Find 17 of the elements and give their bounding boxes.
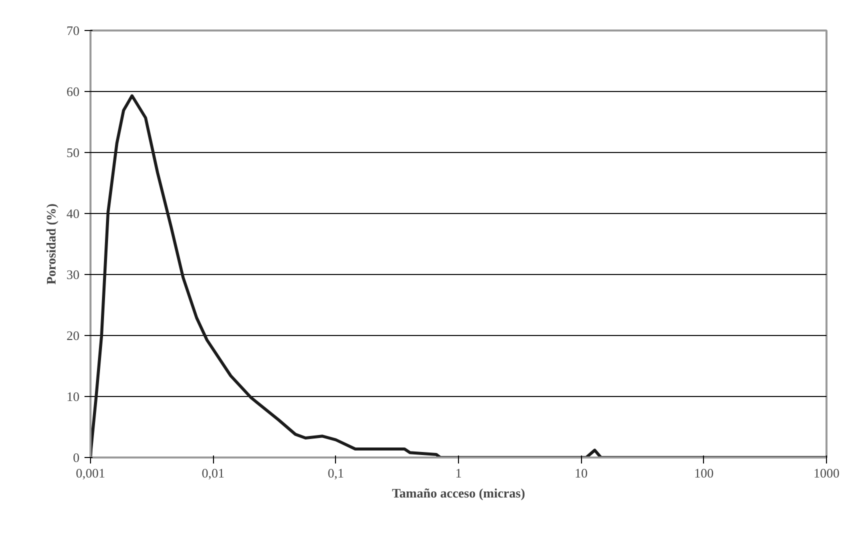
y-tick-label: 20 [66, 328, 80, 343]
x-tick-label: 0,01 [202, 466, 225, 480]
y-tick-label: 0 [73, 450, 80, 465]
x-tick-label: 100 [694, 466, 714, 480]
x-tick-label: 0,001 [76, 466, 106, 480]
y-tick-label: 30 [66, 267, 80, 282]
y-tick-label: 60 [66, 84, 80, 99]
y-tick-label: 10 [66, 389, 80, 404]
x-axis-title: Tamaño acceso (micras) [392, 486, 526, 500]
x-tick-label: 0,1 [328, 466, 344, 480]
y-tick-label: 40 [66, 206, 80, 221]
x-tick-label: 1000 [814, 466, 840, 480]
y-tick-label: 50 [66, 145, 80, 160]
y-tick-label: 70 [66, 23, 80, 38]
x-tick-label: 1 [455, 466, 462, 480]
x-tick-label: 10 [574, 466, 588, 480]
y-axis-title: Porosidad (%) [44, 203, 58, 285]
